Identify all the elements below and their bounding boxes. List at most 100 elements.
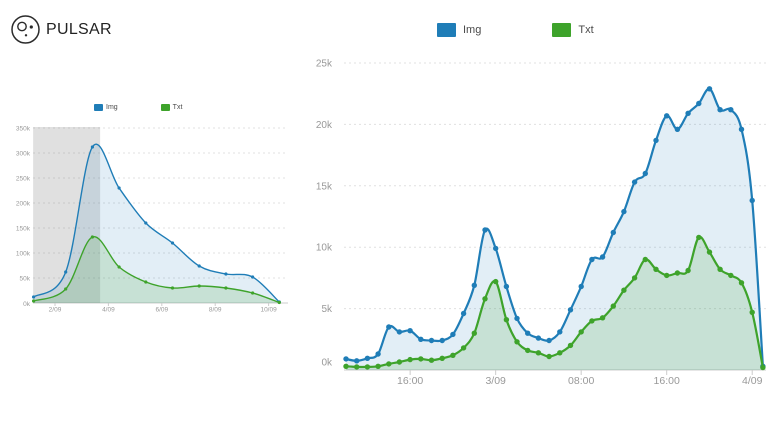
img-data-point	[386, 324, 392, 330]
detail-legend-item-txt[interactable]: Txt	[552, 23, 594, 37]
y-axis-label: 100k	[16, 251, 31, 258]
img-data-point	[224, 272, 228, 276]
overview-legend-item-txt[interactable]: Txt	[160, 104, 183, 111]
app-logo-text: PULSAR	[46, 20, 112, 38]
txt-data-point	[621, 287, 627, 293]
txt-data-point	[557, 350, 563, 356]
img-line	[32, 143, 280, 303]
img-data-point	[450, 331, 456, 338]
img-data-point	[354, 358, 360, 364]
txt-data-point	[685, 267, 691, 274]
y-axis-label: 0k	[23, 301, 31, 308]
pulsar-logo-icon	[11, 15, 40, 44]
y-axis-label: 350k	[16, 126, 31, 133]
txt-data-point	[717, 266, 723, 272]
overview-series	[31, 143, 281, 305]
txt-data-point	[64, 287, 68, 291]
overview-chart: 0k 50k 100k 150k 200k 250k 300k 350k 2/09 4/09 6/0…	[16, 126, 288, 314]
txt-data-point	[674, 270, 681, 276]
txt-data-point	[354, 364, 360, 370]
txt-data-point	[428, 357, 435, 363]
img-data-point	[503, 283, 510, 290]
img-area	[33, 144, 280, 303]
img-data-point	[599, 254, 606, 260]
overview-axis-labels: 0k 50k 100k 150k 200k 250k 300k 350k 2/09 4/09 6/0…	[16, 126, 277, 314]
x-axis-label: 2/09	[49, 307, 62, 314]
y-axis-label: 250k	[16, 176, 31, 183]
txt-data-point	[90, 235, 94, 239]
txt-data-point	[535, 350, 542, 356]
img-data-point	[696, 100, 702, 107]
txt-data-point	[631, 275, 638, 281]
detail-series	[343, 86, 766, 371]
txt-data-point	[144, 280, 148, 284]
txt-data-point	[482, 296, 488, 302]
txt-legend-label: Txt	[578, 24, 594, 36]
txt-data-point	[749, 309, 755, 315]
img-data-point	[631, 179, 638, 185]
img-data-point	[343, 356, 349, 362]
txt-data-point	[728, 272, 734, 279]
txt-data-point	[197, 284, 201, 288]
detail-legend: Img Txt	[437, 23, 594, 37]
txt-legend-swatch	[160, 104, 170, 111]
txt-data-point	[514, 339, 520, 345]
detail-chart: 0k 5k 10k 15k 20k 25k 16:00 3/09 08:00 16:00 4/09	[316, 59, 766, 388]
img-data-point	[117, 186, 121, 190]
img-data-point	[525, 330, 531, 336]
txt-data-point	[251, 291, 255, 295]
img-data-point	[578, 283, 584, 290]
txt-data-point	[578, 329, 584, 335]
y-axis-label: 0k	[321, 358, 333, 369]
img-data-point	[482, 227, 488, 233]
x-axis-label: 10/09	[260, 307, 277, 314]
y-axis-label: 15k	[316, 181, 333, 192]
img-data-point	[514, 315, 520, 322]
detail-axis-labels: 0k 5k 10k 15k 20k 25k 16:00 3/09 08:00 16:00 4/09	[316, 59, 763, 388]
txt-data-point	[738, 280, 745, 286]
txt-data-point	[418, 356, 424, 362]
txt-data-point	[450, 352, 456, 358]
img-data-point	[589, 256, 595, 263]
x-axis-label: 8/09	[209, 307, 222, 314]
img-data-point	[728, 107, 734, 113]
img-data-point	[418, 336, 424, 342]
img-data-point	[738, 126, 745, 132]
y-axis-label: 25k	[316, 59, 333, 70]
txt-line	[32, 236, 280, 304]
img-data-point	[621, 208, 627, 215]
img-data-point	[90, 145, 94, 149]
detail-legend-item-img[interactable]: Img	[437, 23, 481, 37]
txt-area	[33, 236, 280, 303]
txt-legend-label: Txt	[172, 104, 183, 111]
txt-area	[346, 236, 763, 370]
img-area	[346, 88, 763, 370]
img-legend-swatch	[437, 23, 456, 37]
txt-data-point	[117, 265, 121, 269]
txt-data-point	[599, 315, 606, 321]
img-data-point	[144, 221, 148, 225]
img-data-point	[407, 328, 413, 334]
img-data-point	[460, 310, 467, 317]
overview-legend-item-img[interactable]: Img	[94, 104, 118, 111]
x-axis-label: 4/09	[742, 375, 763, 387]
img-data-point	[31, 295, 36, 299]
x-axis-label: 4/09	[102, 307, 115, 314]
img-data-point	[197, 264, 201, 268]
txt-data-point	[31, 299, 36, 303]
img-data-point	[642, 170, 648, 177]
x-axis-label: 6/09	[155, 307, 168, 314]
img-data-point	[471, 282, 477, 288]
img-data-point	[653, 137, 659, 144]
img-data-point	[685, 110, 691, 117]
txt-data-point	[439, 355, 445, 361]
txt-data-point	[503, 317, 510, 323]
x-axis-label: 16:00	[654, 375, 680, 387]
txt-data-point	[170, 286, 175, 290]
txt-data-point	[407, 356, 413, 363]
txt-data-point	[653, 266, 659, 272]
txt-data-point	[664, 272, 670, 279]
txt-data-point	[567, 342, 574, 349]
app-logo[interactable]: PULSAR	[10, 14, 112, 45]
y-axis-label: 150k	[16, 226, 31, 233]
